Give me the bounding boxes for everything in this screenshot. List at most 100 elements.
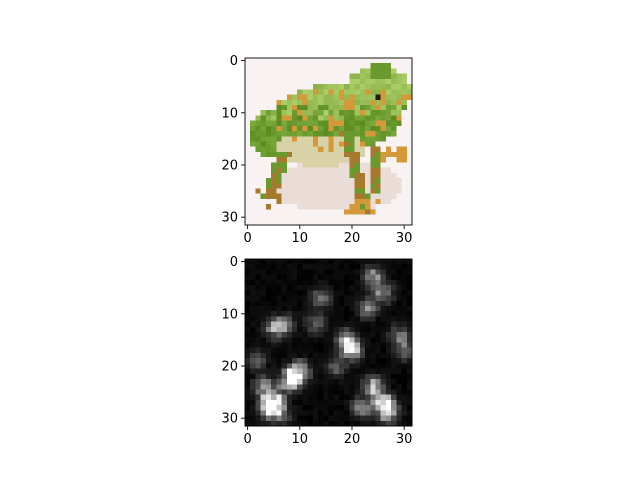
saliency-map-pixel <box>333 399 340 406</box>
saliency-map-pixel <box>307 311 314 317</box>
frog-image-pixel <box>328 162 335 168</box>
frog-image-pixel <box>281 198 288 205</box>
frog-image-pixel <box>338 162 345 168</box>
frog-image-pixel <box>260 198 267 205</box>
saliency-map-pixel <box>265 305 272 312</box>
saliency-map-pixel <box>245 285 251 291</box>
saliency-map-pixel <box>265 363 272 369</box>
frog-image-pixel <box>250 99 256 106</box>
saliency-map-pixel <box>307 394 314 401</box>
saliency-map-pixel <box>333 332 340 338</box>
frog-image-pixel <box>265 115 272 121</box>
saliency-map-pixel <box>396 415 402 422</box>
frog-image-pixel <box>245 84 251 90</box>
frog-image-pixel <box>359 178 366 184</box>
frog-image-pixel <box>312 204 319 210</box>
saliency-map-pixel <box>245 358 251 364</box>
saliency-map-pixel <box>281 279 288 286</box>
frog-image-pixel <box>344 198 350 205</box>
saliency-map-pixel <box>312 363 319 369</box>
frog-image-pixel <box>380 146 387 153</box>
saliency-map-pixel <box>291 394 298 401</box>
saliency-map-pixel <box>255 295 262 302</box>
saliency-map-pixel <box>323 347 329 354</box>
saliency-map-pixel <box>286 358 293 364</box>
saliency-map-pixel <box>365 337 371 343</box>
frog-image-pixel <box>297 89 303 95</box>
saliency-map-pixel <box>307 300 314 307</box>
frog-image-pixel <box>312 94 319 101</box>
saliency-map-pixel <box>380 316 387 322</box>
frog-image-pixel <box>276 219 282 226</box>
frog-image-pixel <box>370 183 376 189</box>
saliency-map-pixel <box>286 352 293 359</box>
frog-image-pixel <box>250 188 256 195</box>
saliency-map-pixel <box>271 420 277 427</box>
frog-image-pixel <box>291 188 298 195</box>
frog-image-pixel <box>276 172 282 179</box>
frog-image-pixel <box>338 110 345 116</box>
frog-image-pixel <box>375 172 382 179</box>
saliency-map-pixel <box>354 415 361 422</box>
frog-image-pixel <box>260 172 267 179</box>
frog-image-pixel <box>406 115 413 121</box>
saliency-map-pixel <box>338 295 345 302</box>
saliency-map-pixel <box>385 420 392 427</box>
frog-image-pixel <box>359 193 366 200</box>
frog-image-pixel <box>271 167 277 174</box>
frog-image-pixel <box>318 89 324 95</box>
frog-image-pixel <box>297 125 303 132</box>
frog-image-pixel <box>307 204 314 210</box>
frog-image-pixel <box>385 58 392 64</box>
frog-image-pixel <box>312 146 319 153</box>
saliency-map-pixel <box>312 321 319 328</box>
frog-image-pixel <box>245 204 251 210</box>
frog-image-pixel <box>396 146 402 153</box>
frog-image-pixel <box>333 214 340 221</box>
frog-image-pixel <box>291 99 298 106</box>
saliency-map-pixel <box>396 342 402 349</box>
frog-image-pixel <box>401 172 408 179</box>
frog-image-pixel <box>328 136 335 142</box>
saliency-map-pixel <box>354 399 361 406</box>
saliency-map-pixel <box>365 290 371 296</box>
saliency-map-pixel <box>302 290 308 296</box>
frog-image-pixel <box>250 63 256 69</box>
frog-image-pixel <box>333 84 340 90</box>
saliency-map-pixel <box>391 389 397 396</box>
saliency-map-pixel <box>302 285 308 291</box>
saliency-map-pixel <box>370 342 376 349</box>
saliency-map-pixel <box>370 332 376 338</box>
saliency-map-pixel <box>391 373 397 380</box>
saliency-map-pixel <box>406 300 413 307</box>
saliency-map-pixel <box>323 316 329 322</box>
saliency-map-pixel <box>385 332 392 338</box>
frog-image-pixel <box>276 188 282 195</box>
saliency-map-pixel <box>281 332 288 338</box>
frog-image-pixel <box>396 183 402 189</box>
saliency-map-pixel <box>307 368 314 375</box>
saliency-map-pixel <box>375 264 382 270</box>
frog-image-pixel <box>318 78 324 85</box>
frog-image-pixel <box>312 172 319 179</box>
saliency-map-pixel <box>312 295 319 302</box>
saliency-map-pixel <box>307 337 314 343</box>
frog-image-pixel <box>391 188 397 195</box>
saliency-map-pixel <box>255 352 262 359</box>
frog-image-pixel <box>370 58 376 64</box>
saliency-map-pixel <box>286 394 293 401</box>
frog-image-pixel <box>385 172 392 179</box>
saliency-map-pixel <box>265 415 272 422</box>
frog-image-pixel <box>328 94 335 101</box>
frog-image-pixel <box>312 104 319 111</box>
saliency-map-pixel <box>328 290 335 296</box>
frog-image-pixel <box>265 193 272 200</box>
frog-image-pixel <box>250 89 256 95</box>
saliency-map-pixel <box>385 259 392 265</box>
saliency-map-pixel <box>354 368 361 375</box>
saliency-map-pixel <box>271 405 277 411</box>
frog-image-pixel <box>312 214 319 221</box>
frog-image-pixel <box>354 157 361 163</box>
frog-image-pixel <box>276 141 282 148</box>
frog-image-pixel <box>354 146 361 153</box>
